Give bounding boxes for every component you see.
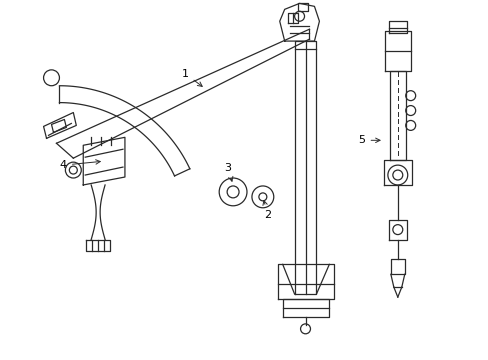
Text: 4: 4 [60, 160, 100, 170]
Text: 1: 1 [182, 69, 202, 86]
Text: 2: 2 [263, 201, 271, 220]
Text: 5: 5 [358, 135, 379, 145]
Text: 3: 3 [224, 163, 232, 181]
